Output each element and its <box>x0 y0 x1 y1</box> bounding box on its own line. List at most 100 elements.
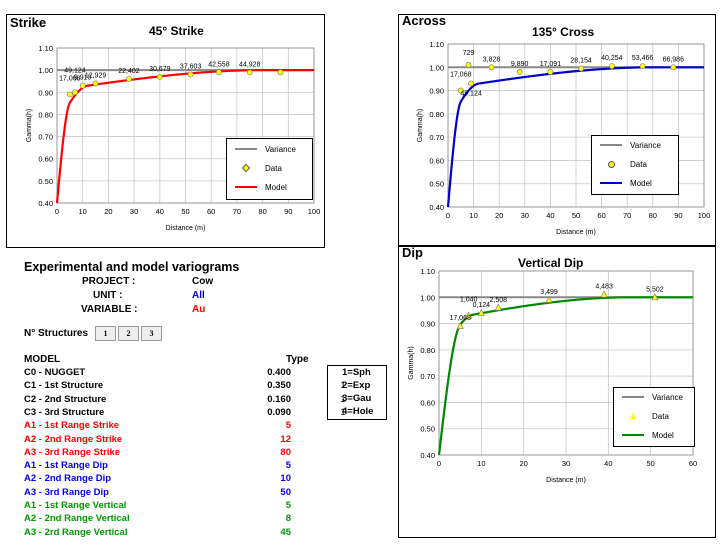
model-row: C3 - 3rd Structure 0.090 1 <box>24 407 354 420</box>
x-tick-label: 40 <box>156 207 164 216</box>
variable-value: Au <box>192 304 206 315</box>
y-tick-label: 0.70 <box>429 133 444 142</box>
model-row-value[interactable]: 12 <box>280 433 291 445</box>
y-tick-label: 0.50 <box>420 425 435 434</box>
type-legend: 1=Sph 2=Exp 3=Gau 4=Hole <box>327 365 387 420</box>
chart-legend: Variance Data Model <box>226 138 313 200</box>
x-tick-label: 100 <box>308 207 321 216</box>
model-row: A1 - 1st Range Dip 5 <box>24 460 354 473</box>
dip-chart: 0.40 0.50 0.60 0.70 0.80 0.90 1.00 1.10 0 10 20 30 4… <box>408 267 697 484</box>
y-tick-label: 0.80 <box>38 110 53 119</box>
model-row-type[interactable]: 1 <box>340 393 346 405</box>
y-axis-label: Gamma(h) <box>26 109 33 142</box>
structure-button-1[interactable]: 1 <box>95 326 117 341</box>
model-row: A2 - 2nd Range Vertical 8 <box>24 513 354 526</box>
data-point <box>608 63 615 70</box>
data-point <box>66 91 73 98</box>
data-label: 30,679 <box>149 66 171 73</box>
data-point <box>477 308 485 316</box>
x-tick-label: 50 <box>181 207 189 216</box>
data-label: 9,910 <box>74 75 92 82</box>
legend-variance: Variance <box>630 140 661 150</box>
data-label: 3,828 <box>483 56 501 63</box>
structure-button-2[interactable]: 2 <box>118 326 140 341</box>
chart-title: 135° Cross <box>532 25 595 39</box>
model-row-label: A3 - 3rd Range Strike <box>24 446 121 458</box>
y-tick-label: 1.10 <box>429 40 444 49</box>
y-tick-label: 0.60 <box>38 155 53 164</box>
data-label: 2,508 <box>490 297 508 304</box>
y-tick-label: 0.90 <box>420 320 435 329</box>
model-row: A3 - 2rd Range Vertical 45 <box>24 527 354 540</box>
model-row-value[interactable]: 80 <box>280 446 291 458</box>
data-label: 40,254 <box>601 55 623 62</box>
x-tick-label: 20 <box>495 211 503 220</box>
y-tick-label: 0.50 <box>38 177 53 186</box>
model-row-value[interactable]: 0.400 <box>267 367 291 378</box>
plot-frame <box>438 270 694 456</box>
model-row-value[interactable]: 8 <box>285 513 291 525</box>
data-label: 17,068 <box>449 315 471 322</box>
strike-chart: 0.40 0.50 0.60 0.70 0.80 0.90 1.00 1.10 0 10 20 30 4… <box>26 44 321 232</box>
model-row-value[interactable]: 0.350 <box>267 380 291 392</box>
model-row-value[interactable]: 10 <box>280 473 291 485</box>
x-tick-label: 70 <box>233 207 241 216</box>
chart-title: 45° Strike <box>149 24 204 38</box>
panel-tag: Dip <box>402 245 423 260</box>
data-point <box>516 69 523 75</box>
data-point <box>277 69 284 76</box>
x-tick-label: 20 <box>519 459 527 468</box>
model-row: C0 - NUGGET 0.400 <box>24 367 354 380</box>
model-row-label: C2 - 2nd Structure <box>24 393 107 405</box>
x-tick-label: 90 <box>284 207 292 216</box>
data-label: 49,124 <box>64 67 86 74</box>
x-tick-label: 10 <box>469 211 477 220</box>
data-point <box>456 322 464 329</box>
data-point <box>494 303 502 311</box>
model-row-value[interactable]: 45 <box>280 526 291 538</box>
data-point <box>216 69 222 76</box>
across-chart: 0.40 0.50 0.60 0.70 0.80 0.90 1.00 1.10 0 10 20 30 4… <box>417 40 710 236</box>
legend-variance: Variance <box>265 144 296 154</box>
model-row-value[interactable]: 50 <box>280 486 291 498</box>
y-tick-label: 0.40 <box>38 199 53 208</box>
y-tick-label: 0.60 <box>429 156 444 165</box>
y-tick-label: 0.80 <box>420 346 435 355</box>
x-tick-label: 40 <box>546 211 554 220</box>
data-point <box>465 62 472 68</box>
data-label: 44,928 <box>239 61 261 68</box>
x-tick-label: 70 <box>623 211 631 220</box>
chart-legend: Variance Data Model <box>591 135 679 195</box>
model-label: MODEL <box>24 354 61 365</box>
data-label: 66,986 <box>663 56 685 63</box>
model-row-value[interactable]: 0.090 <box>267 406 291 418</box>
x-axis-label: Distance (m) <box>546 477 586 484</box>
project-value: Cow <box>192 276 214 287</box>
x-tick-label: 80 <box>649 211 657 220</box>
structures-selector: N° Structures 1 2 3 <box>24 326 163 341</box>
structure-button-3[interactable]: 3 <box>141 326 163 341</box>
legend-data: Data <box>652 411 669 421</box>
y-tick-label: 0.40 <box>420 451 435 460</box>
y-axis-label: Gamma(h) <box>417 109 424 142</box>
legend-model: Model <box>652 430 674 440</box>
model-row-value[interactable]: 5 <box>285 420 291 432</box>
type-legend-item: 4=Hole <box>342 406 374 417</box>
model-row-label: A1 - 1st Range Dip <box>24 460 108 472</box>
model-row-label: C3 - 3rd Structure <box>24 406 105 418</box>
model-row-type[interactable]: 1 <box>340 380 346 392</box>
x-tick-label: 30 <box>562 459 570 468</box>
model-row-type[interactable]: 1 <box>340 406 346 418</box>
data-label: 17,068 <box>450 72 472 79</box>
data-label: 729 <box>463 50 475 57</box>
model-row-value[interactable]: 0.160 <box>267 393 291 405</box>
data-point <box>72 89 78 96</box>
model-row-label: A2 - 2nd Range Dip <box>24 473 112 485</box>
structures-label: N° Structures <box>24 328 89 339</box>
x-tick-label: 0 <box>55 207 59 216</box>
data-point <box>600 290 608 298</box>
data-point <box>468 80 474 87</box>
legend-model: Model <box>265 182 287 192</box>
model-row-value[interactable]: 5 <box>285 500 291 511</box>
model-row-value[interactable]: 5 <box>285 460 291 472</box>
